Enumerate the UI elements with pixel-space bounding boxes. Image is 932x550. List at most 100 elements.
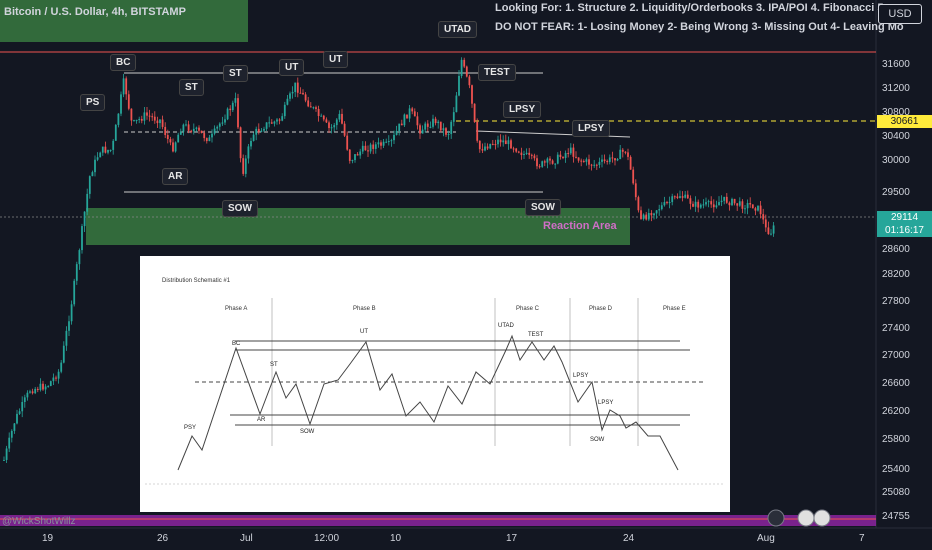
- candle-body: [416, 116, 419, 126]
- candle-body: [684, 194, 687, 198]
- candle-body: [10, 430, 13, 438]
- candle-body: [697, 201, 700, 208]
- candle-body: [200, 130, 203, 134]
- candle-body: [757, 205, 759, 211]
- candle-body: [528, 152, 531, 155]
- candle-body: [289, 93, 291, 99]
- candle-body: [762, 214, 765, 220]
- phase-d-label: Phase D: [589, 306, 613, 312]
- candle-body: [481, 149, 484, 151]
- candle-body: [411, 108, 414, 112]
- candle-body: [538, 166, 541, 168]
- candle-body: [23, 397, 26, 403]
- candle-body: [270, 122, 273, 124]
- schematic-label-ut: UT: [360, 329, 368, 335]
- countdown-tag: 01:16:17: [877, 224, 932, 237]
- candle-body: [205, 138, 208, 142]
- candle-body: [603, 159, 606, 162]
- candle-body: [255, 128, 258, 135]
- marked-level-tag: 30661: [877, 115, 932, 128]
- candle-body: [52, 377, 55, 382]
- candle-body: [380, 142, 382, 146]
- candle-body: [692, 203, 694, 207]
- candle-body: [406, 114, 408, 119]
- candle-body: [302, 92, 304, 95]
- label-ut: UT: [279, 59, 305, 76]
- candle-body: [754, 208, 757, 211]
- candle-body: [294, 82, 297, 92]
- candle-body: [36, 388, 39, 391]
- candle-body: [650, 213, 653, 216]
- schematic-label-psy: PSY: [184, 425, 197, 431]
- candle-body: [619, 149, 622, 160]
- schematic-label-utad: UTAD: [498, 323, 514, 329]
- candle-body: [112, 140, 115, 150]
- schematic-label-sow-2: SOW: [590, 437, 605, 443]
- candle-body: [18, 411, 21, 414]
- candle-body: [133, 120, 135, 122]
- candle-body: [127, 94, 130, 109]
- candle-body: [736, 203, 739, 206]
- candle-body: [68, 321, 70, 331]
- schematic-label-lpsy-2: LPSY: [598, 400, 614, 406]
- candle-body: [382, 141, 385, 146]
- candle-body: [689, 198, 692, 204]
- y-tick-label: 25400: [882, 464, 910, 475]
- note-looking-for: Looking For: 1. Structure 2. Liquidity/O…: [495, 2, 884, 14]
- candle-body: [554, 163, 557, 165]
- candle-body: [234, 98, 237, 103]
- candle-body: [104, 146, 107, 153]
- candle-body: [198, 127, 200, 131]
- candle-body: [211, 133, 213, 138]
- candle-body: [81, 226, 83, 251]
- candle-body: [590, 164, 593, 166]
- candle-body: [705, 202, 707, 205]
- candle-body: [442, 128, 445, 131]
- candle-body: [359, 151, 362, 156]
- candle-body: [361, 145, 364, 152]
- candle-body: [616, 159, 619, 161]
- candle-body: [263, 128, 265, 131]
- candle-body: [283, 104, 286, 117]
- candle-body: [632, 169, 635, 184]
- candle-body: [486, 146, 489, 149]
- candle-body: [447, 134, 450, 136]
- candle-body: [426, 123, 429, 127]
- candle-body: [304, 94, 307, 101]
- x-tick-label: 10: [390, 533, 402, 544]
- candle-body: [218, 123, 221, 127]
- candle-body: [377, 142, 380, 145]
- x-tick-label: 17: [506, 533, 518, 544]
- candle-body: [484, 146, 486, 151]
- candle-body: [681, 196, 684, 198]
- candle-body: [135, 119, 138, 121]
- candle-body: [62, 345, 65, 363]
- candle-body: [720, 200, 723, 203]
- candle-body: [55, 377, 57, 379]
- candle-body: [322, 115, 325, 120]
- candle-body: [608, 157, 611, 162]
- x-tick-label: 26: [157, 533, 169, 544]
- candle-body: [309, 106, 312, 108]
- y-tick-label: 27800: [882, 296, 910, 307]
- currency-button[interactable]: USD: [878, 4, 922, 24]
- candle-body: [601, 159, 603, 162]
- candle-body: [57, 371, 60, 379]
- candle-body: [429, 126, 432, 128]
- current-price-tag: 29114: [877, 211, 932, 224]
- candle-body: [296, 82, 299, 93]
- candle-body: [281, 116, 284, 121]
- candle-body: [551, 160, 554, 164]
- candle-body: [164, 126, 167, 136]
- y-tick-label: 27400: [882, 323, 910, 334]
- x-tick-label: Aug: [757, 533, 775, 544]
- candle-body: [702, 204, 705, 206]
- candle-body: [367, 150, 369, 152]
- candle-body: [354, 154, 356, 161]
- candle-body: [764, 219, 767, 228]
- candle-body: [497, 139, 499, 145]
- candle-body: [44, 386, 47, 390]
- candle-body: [372, 144, 375, 149]
- candle-body: [96, 157, 99, 160]
